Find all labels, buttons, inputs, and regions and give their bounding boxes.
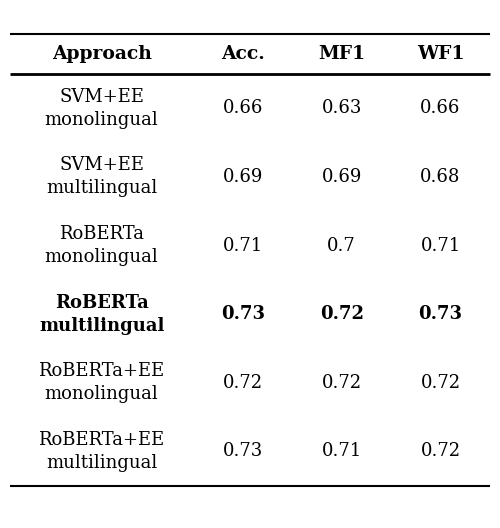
Text: 0.73: 0.73 (221, 305, 265, 323)
Text: 0.68: 0.68 (420, 168, 461, 186)
Text: 0.69: 0.69 (322, 168, 362, 186)
Text: RoBERTa
multilingual: RoBERTa multilingual (39, 294, 164, 335)
Text: 0.63: 0.63 (322, 99, 362, 117)
Text: WF1: WF1 (417, 45, 465, 63)
Text: SVM+EE
monolingual: SVM+EE monolingual (45, 88, 158, 129)
Text: 0.72: 0.72 (320, 305, 364, 323)
Text: RoBERTa+EE
monolingual: RoBERTa+EE monolingual (38, 362, 165, 403)
Text: 0.66: 0.66 (420, 99, 461, 117)
Text: 0.66: 0.66 (222, 99, 263, 117)
Text: 0.72: 0.72 (322, 374, 362, 392)
Text: 0.73: 0.73 (418, 305, 463, 323)
Text: 0.71: 0.71 (222, 237, 263, 254)
Text: RoBERTa+EE
multilingual: RoBERTa+EE multilingual (38, 431, 165, 472)
Text: Approach: Approach (52, 45, 152, 63)
Text: 0.72: 0.72 (420, 374, 461, 392)
Text: Acc.: Acc. (221, 45, 264, 63)
Text: SVM+EE
multilingual: SVM+EE multilingual (46, 156, 158, 197)
Text: MF1: MF1 (318, 45, 365, 63)
Text: 0.69: 0.69 (222, 168, 263, 186)
Text: RoBERTa
monolingual: RoBERTa monolingual (45, 225, 158, 266)
Text: 0.72: 0.72 (420, 442, 461, 460)
Text: 0.71: 0.71 (420, 237, 461, 254)
Text: 0.71: 0.71 (322, 442, 362, 460)
Text: 0.72: 0.72 (222, 374, 263, 392)
Text: 0.7: 0.7 (328, 237, 356, 254)
Text: 0.73: 0.73 (222, 442, 263, 460)
